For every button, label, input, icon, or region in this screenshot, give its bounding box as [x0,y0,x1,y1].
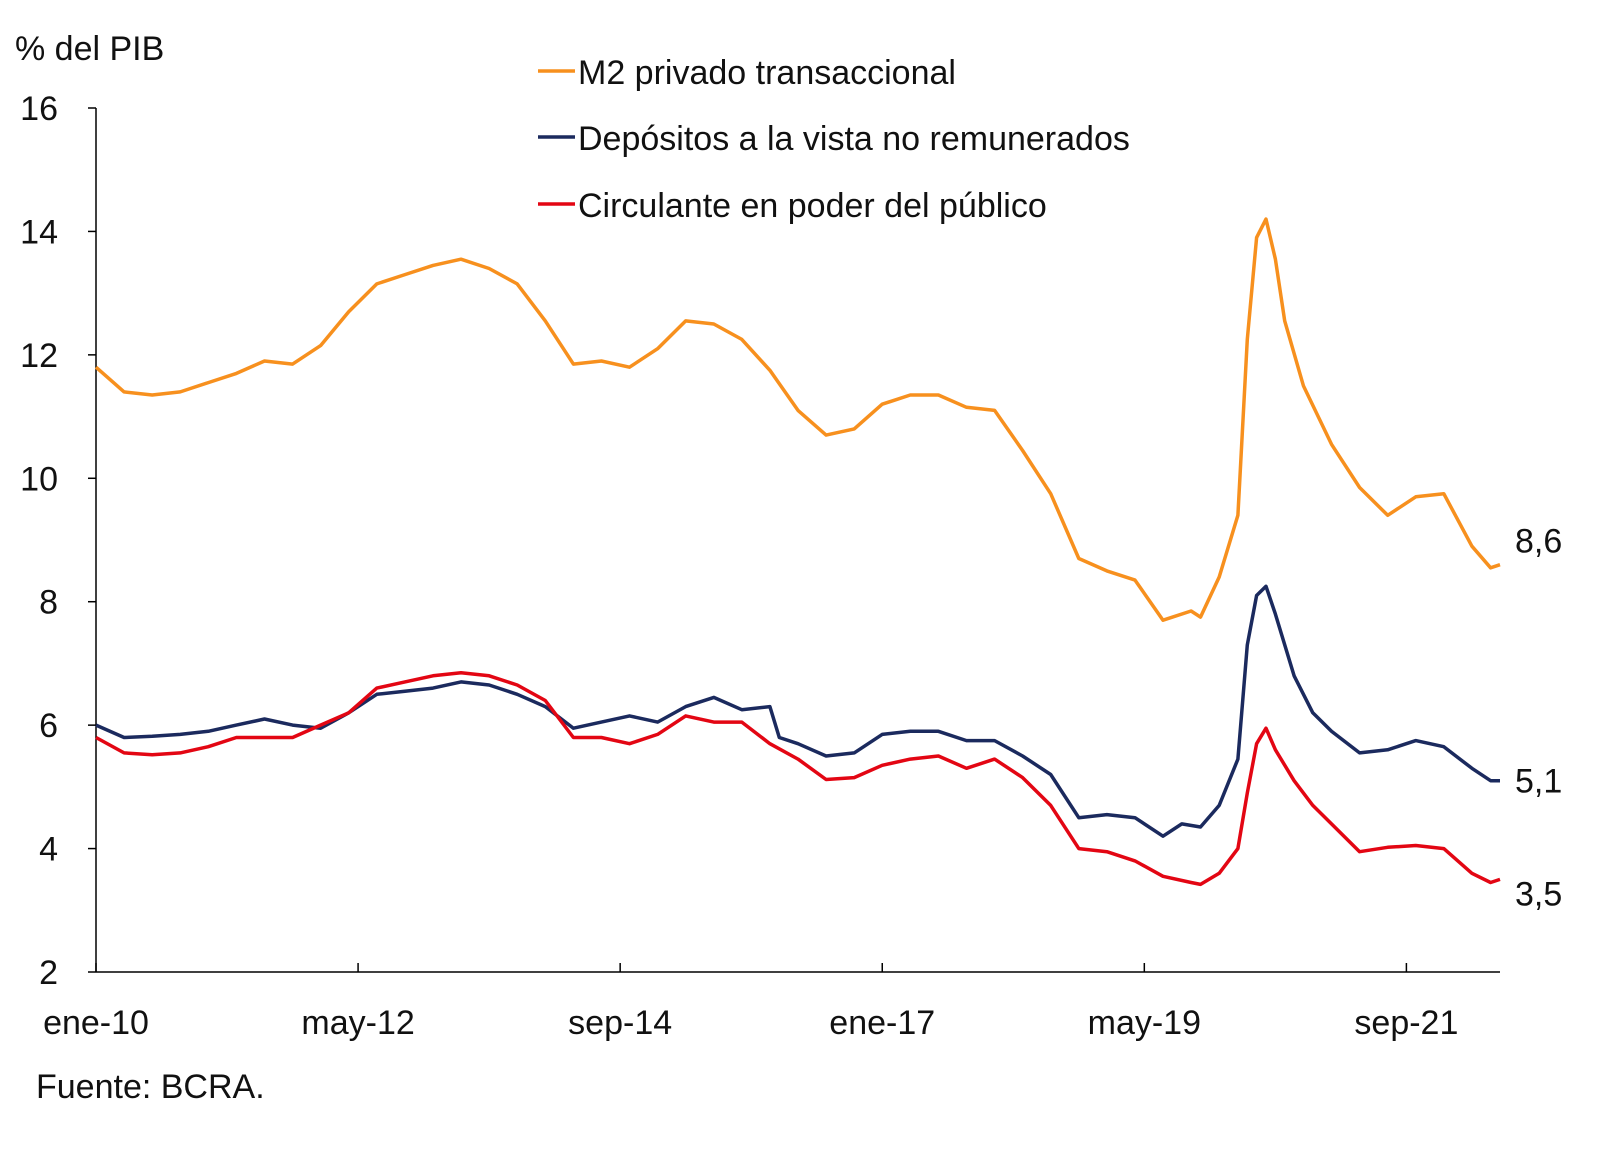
y-tick-label: 10 [20,460,58,498]
x-tick-label: sep-14 [568,1004,672,1042]
source-note: Fuente: BCRA. [36,1068,265,1106]
legend-label: M2 privado transaccional [578,54,956,92]
y-tick-label: 2 [39,954,58,992]
series-lines: 8,6 5,1 3,5 [94,217,1562,913]
x-tick-label: sep-21 [1354,1004,1458,1042]
y-axis-label: % del PIB [15,30,164,68]
y-tick-label: 8 [39,584,58,622]
x-tick-label: ene-10 [43,1004,149,1042]
legend-label: Depósitos a la vista no remunerados [578,120,1130,158]
x-tick-label: may-19 [1088,1004,1201,1042]
y-tick-label: 4 [39,831,58,869]
legend: M2 privado transaccional Depósitos a la v… [538,54,1130,225]
legend-label: Circulante en poder del público [578,187,1047,225]
end-value-label: 8,6 [1515,523,1562,561]
x-tick-label: ene-17 [829,1004,935,1042]
series-line-3 [95,670,1501,887]
y-tick-label: 16 [20,90,58,128]
axes: 2 4 6 8 10 12 14 16 ene-10 may-12 sep-14 ene-17 may-… [20,90,1500,1042]
series-line-1 [94,217,1501,622]
end-value-label: 3,5 [1515,875,1562,913]
y-tick-label: 12 [20,337,58,375]
end-value-label: 5,1 [1515,763,1562,801]
x-tick-label: may-12 [301,1004,414,1042]
y-tick-label: 14 [20,213,58,251]
y-tick-label: 6 [39,707,58,745]
series-line-2 [95,584,1500,838]
